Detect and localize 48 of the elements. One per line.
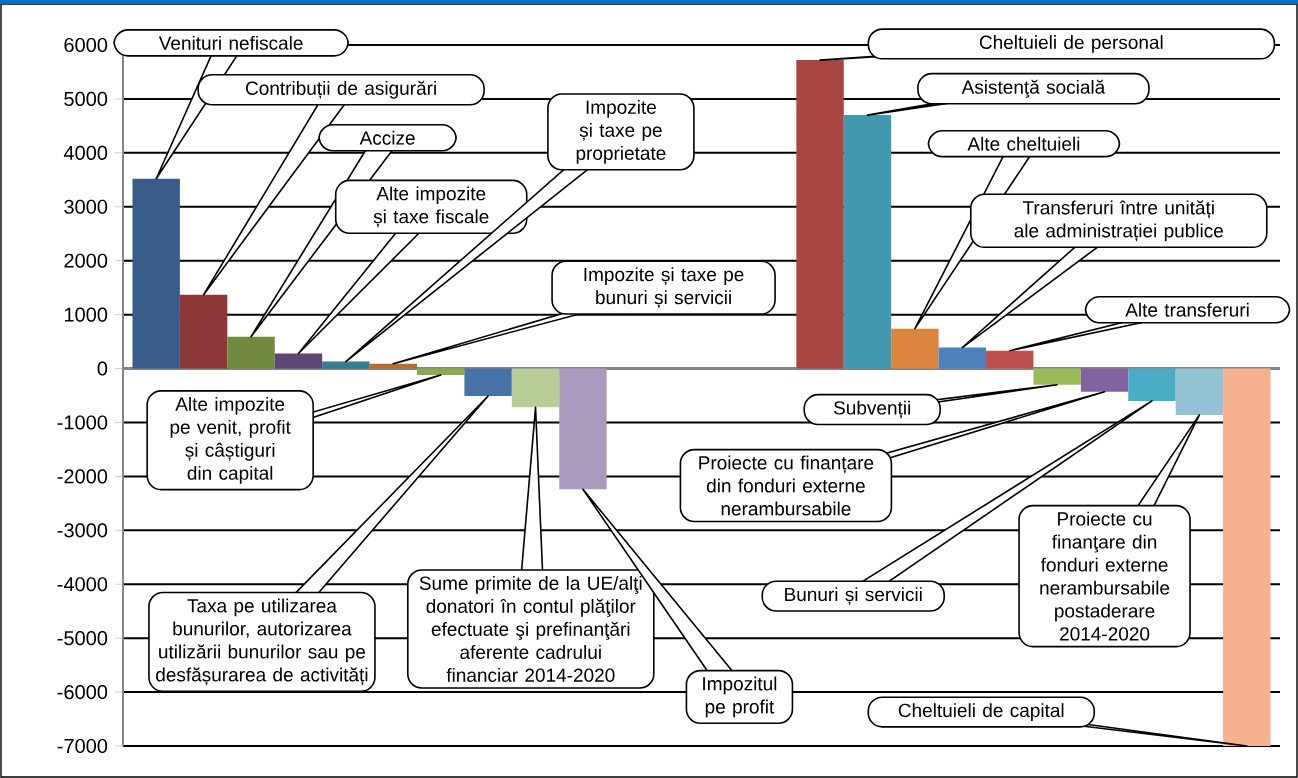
- bar: [464, 368, 512, 397]
- annotation: Accize: [359, 130, 415, 145]
- annotation: Venituri nefiscale: [158, 35, 303, 50]
- bar: [274, 353, 323, 369]
- bar: [938, 347, 987, 369]
- annotation: Proiecte cu finanţare din fonduri externe nerambursabile postaderare 2014-2020: [1040, 511, 1170, 641]
- y-tick-label: -2000: [57, 469, 108, 484]
- annotation: Subvenții: [834, 400, 910, 419]
- y-tick-label: -1000: [57, 415, 108, 430]
- annotation: Proiecte cu finanțare din fonduri externe nerambursabile: [699, 455, 874, 516]
- annotation: Cheltuieli de capital: [898, 703, 1064, 721]
- annotation: Bunuri și servicii: [785, 587, 922, 605]
- y-tick-label: -4000: [57, 577, 108, 592]
- y-tick-label: -3000: [57, 523, 108, 538]
- annotation: Alte transferuri: [1125, 302, 1249, 317]
- y-tick-label: 3000: [64, 199, 108, 214]
- annotation: Impozite și taxe pe bunuri și servicii: [584, 267, 744, 309]
- annotation: Alte impozite pe venit, profit și câștiguri din capital: [170, 396, 291, 484]
- y-tick-label: -5000: [57, 631, 108, 646]
- annotation: Taxa pe utilizarea bunurilor, autorizarea utilizării bunurilor sau pe desfășurarea de activități: [156, 598, 368, 686]
- bar: [559, 368, 607, 490]
- annotation: Sume primite de la UE/alţi donatori în contul plăţilor efectuate şi prefinanţări aferente cadrului financiar 2014-2020: [419, 576, 642, 682]
- y-tick-label: 2000: [64, 253, 108, 268]
- bar: [891, 328, 939, 369]
- y-tick-label: 1000: [64, 307, 108, 322]
- annotation: Asistenţă socială: [961, 79, 1106, 98]
- bar: [416, 368, 465, 376]
- y-tick-label: -6000: [57, 685, 108, 700]
- annotation: Contribuții de asigurări: [245, 80, 436, 99]
- bar: [1223, 368, 1271, 746]
- y-tick-label: 5000: [64, 91, 108, 107]
- annotation: Cheltuieli de personal: [979, 35, 1163, 53]
- annotation: Impozite și taxe pe proprietate: [576, 99, 666, 164]
- annotation: Impozitul pe profit: [703, 676, 777, 718]
- y-tick-label: -7000: [57, 738, 108, 754]
- bar: [369, 363, 417, 369]
- annotation: Alte impozite și taxe fiscale: [373, 186, 489, 228]
- bar: [227, 336, 275, 369]
- bar: [179, 294, 228, 369]
- bar: [1080, 368, 1129, 392]
- y-tick-label: 0: [97, 361, 108, 376]
- annotation: Alte cheltuieli: [967, 136, 1080, 151]
- bar: [322, 361, 370, 369]
- bar: [511, 368, 560, 408]
- y-tick-label: 6000: [64, 37, 108, 53]
- annotation: Transferuri între unități ale administrației publice: [1014, 200, 1223, 242]
- bar: [1128, 368, 1176, 401]
- y-tick-label: 4000: [63, 145, 108, 160]
